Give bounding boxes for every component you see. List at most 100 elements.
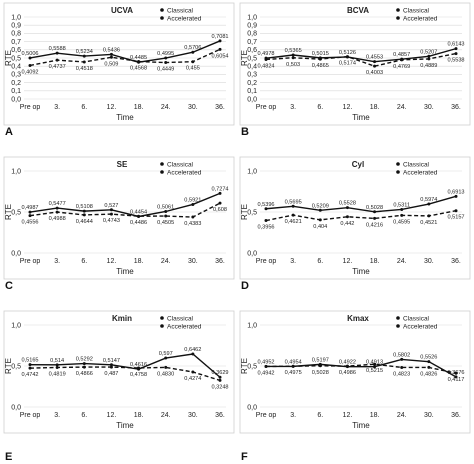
x-tick-label: 6.	[317, 412, 323, 419]
panel-f: 0,0 0,5 1,0 Pre op 3. 6. 12. 18. 24. 30. 36. Time RT…	[239, 310, 471, 463]
data-point	[218, 375, 222, 379]
data-point	[427, 202, 431, 206]
data-label: 0,4987	[21, 205, 38, 211]
data-point	[427, 54, 431, 58]
data-point	[191, 215, 195, 219]
data-label: 0,503	[286, 62, 300, 68]
panel-c: 0,0 0,5 1,0 Pre op 3. 6. 12. 18. 24. 30. 36. Time RT…	[3, 156, 235, 292]
data-label: 0,4737	[49, 64, 66, 70]
y-tick-label: 0,0	[247, 250, 257, 257]
data-label: 0,5802	[393, 352, 410, 358]
y-axis-label: RTE	[4, 50, 13, 66]
x-tick-label: 3.	[54, 258, 60, 265]
data-point	[191, 202, 195, 206]
legend-label: Accelerated	[167, 15, 202, 22]
data-point	[82, 365, 86, 369]
x-tick-label: 36.	[215, 258, 225, 265]
y-axis-label: RTE	[4, 358, 13, 374]
data-point	[109, 363, 113, 367]
series-line-classical	[29, 40, 221, 63]
legend-label: Accelerated	[167, 169, 202, 176]
panel-frame	[239, 156, 471, 280]
data-label: 0,5538	[447, 58, 464, 64]
data-label: 0,4823	[393, 371, 410, 377]
data-point	[218, 201, 222, 205]
data-label: 0,5207	[420, 49, 437, 55]
x-tick-label: 24.	[397, 258, 407, 265]
data-point	[191, 370, 195, 374]
series-line-accelerated	[29, 202, 221, 218]
data-label: 0,4616	[130, 362, 147, 368]
data-label: 0,4952	[257, 359, 274, 365]
legend-marker	[396, 324, 400, 328]
data-point	[55, 206, 59, 210]
x-tick-label: 3.	[290, 412, 296, 419]
data-label: 0,5174	[339, 61, 356, 67]
x-tick-label: 24.	[161, 258, 171, 265]
legend-marker	[160, 8, 164, 12]
data-label: 0,4556	[21, 220, 38, 226]
data-label: 0,5015	[312, 51, 329, 57]
data-label: 0,4830	[157, 371, 174, 377]
y-tick-label: 0,0	[11, 250, 21, 257]
data-label: 0,514	[50, 358, 64, 364]
panel-letter: C	[5, 280, 13, 292]
data-point	[191, 50, 195, 54]
data-label: 0,3248	[211, 384, 228, 390]
y-tick-label: 0,4	[11, 64, 21, 71]
y-tick-label: 0,3	[247, 72, 257, 79]
legend-label: Accelerated	[403, 169, 438, 176]
x-tick-label: 36.	[451, 104, 461, 111]
x-axis-label: Time	[116, 421, 134, 430]
y-tick-label: 0,4	[247, 64, 257, 71]
panel-d: 0,0 0,5 1,0 Pre op 3. 6. 12. 18. 24. 30. 36. Time RT…	[239, 156, 471, 292]
panel-letter: A	[5, 126, 13, 138]
y-tick-label: 0,8	[11, 31, 21, 38]
x-tick-label: 6.	[317, 258, 323, 265]
data-label: 0,5215	[366, 368, 383, 374]
data-point	[318, 218, 322, 222]
data-point	[400, 58, 404, 62]
data-point	[373, 365, 377, 369]
panel-title: Kmax	[347, 314, 369, 323]
data-point	[345, 55, 349, 59]
legend-marker	[160, 170, 164, 174]
data-label: 0,4819	[49, 371, 66, 377]
x-axis-label: Time	[352, 421, 370, 430]
data-point	[218, 378, 222, 382]
data-point	[373, 362, 377, 366]
panel-frame	[3, 2, 235, 126]
x-axis-label: Time	[116, 267, 134, 276]
data-label: 0,5028	[366, 205, 383, 211]
data-label: 0,5588	[49, 46, 66, 52]
x-tick-label: 12.	[343, 258, 353, 265]
y-axis-label: RTE	[240, 358, 249, 374]
panel-letter: E	[5, 451, 12, 463]
data-label: 0,6143	[447, 42, 464, 48]
legend-marker	[396, 162, 400, 166]
x-tick-label: 30.	[424, 412, 434, 419]
x-tick-label: 12.	[343, 412, 353, 419]
legend-marker	[396, 8, 400, 12]
y-tick-label: 1,0	[11, 168, 21, 175]
legend-label: Classical	[167, 161, 194, 168]
data-point	[427, 214, 431, 218]
data-label: 0,4978	[257, 51, 274, 57]
legend-marker	[396, 316, 400, 320]
data-point	[109, 55, 113, 59]
data-point	[264, 207, 268, 211]
data-label: 0,4866	[76, 371, 93, 377]
data-point	[28, 63, 32, 67]
data-label: 0,5061	[157, 204, 174, 210]
data-label: 0,455	[186, 66, 200, 72]
data-label: 0,404	[313, 224, 327, 230]
data-label: 0,7274	[211, 186, 228, 192]
x-tick-label: 24.	[161, 104, 171, 111]
panel-title: Kmin	[112, 314, 132, 323]
data-label: 0,4988	[49, 216, 66, 222]
data-label: 0,4824	[257, 63, 274, 69]
data-label: 0,5126	[339, 50, 356, 56]
panel-frame	[239, 2, 471, 126]
legend-marker	[160, 324, 164, 328]
